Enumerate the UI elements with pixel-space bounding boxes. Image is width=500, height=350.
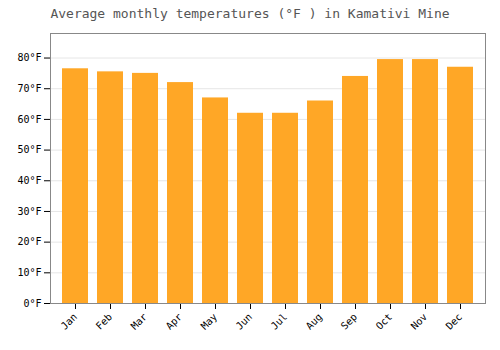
svg-text:50°F: 50°F bbox=[17, 144, 41, 155]
svg-text:Dec: Dec bbox=[444, 311, 465, 332]
html-text:Average monthly temperatures (: Average monthly temperatures (°F ) in Ka… bbox=[50, 6, 450, 21]
svg-text:70°F: 70°F bbox=[17, 83, 41, 94]
svg-text:May: May bbox=[199, 311, 220, 332]
svg-text:40°F: 40°F bbox=[17, 175, 41, 186]
svg-text:Sep: Sep bbox=[339, 311, 360, 332]
svg-text:10°F: 10°F bbox=[17, 267, 41, 278]
svg-text:20°F: 20°F bbox=[17, 236, 41, 247]
svg-text:Mar: Mar bbox=[129, 311, 150, 332]
svg-text:Jan: Jan bbox=[59, 311, 80, 332]
svg-text:0°F: 0°F bbox=[23, 298, 41, 309]
svg-text:Aug: Aug bbox=[304, 311, 325, 332]
svg-text:80°F: 80°F bbox=[17, 52, 41, 63]
svg-text:Feb: Feb bbox=[94, 311, 115, 332]
svg-text:Jun: Jun bbox=[234, 311, 255, 332]
svg-text:Apr: Apr bbox=[164, 311, 185, 332]
svg-text:Nov: Nov bbox=[409, 311, 430, 332]
svg-text:60°F: 60°F bbox=[17, 114, 41, 125]
svg-text:Oct: Oct bbox=[374, 311, 395, 332]
svg-text:Jul: Jul bbox=[269, 311, 290, 332]
svg-text:30°F: 30°F bbox=[17, 206, 41, 217]
